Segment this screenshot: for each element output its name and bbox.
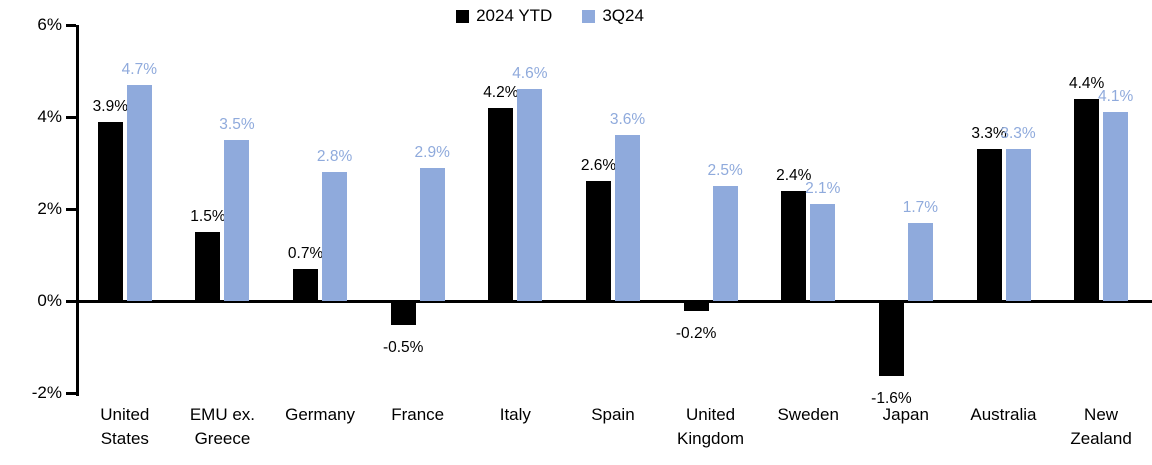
value-label: -1.6% bbox=[871, 389, 912, 407]
value-label: 4.4% bbox=[1069, 74, 1105, 92]
bar-2024-ytd bbox=[781, 190, 807, 301]
value-label: 2.5% bbox=[707, 162, 743, 179]
value-label: 1.5% bbox=[190, 208, 226, 225]
bar-3q24 bbox=[615, 135, 640, 301]
value-label: -0.2% bbox=[675, 325, 717, 343]
x-axis-category-label: Sweden bbox=[777, 405, 839, 424]
y-tick-label: 4% bbox=[37, 107, 62, 126]
y-tick-mark bbox=[66, 300, 76, 303]
bar-2024-ytd bbox=[195, 232, 221, 301]
y-tick-label: 2% bbox=[37, 199, 62, 218]
bar-3q24 bbox=[1005, 149, 1031, 301]
value-label: 4.6% bbox=[512, 65, 548, 83]
x-axis-category-label: United States bbox=[100, 405, 150, 448]
bar-3q24 bbox=[419, 167, 445, 301]
legend-swatch-icon bbox=[456, 9, 470, 23]
chart-legend: 2024 YTD 3Q24 bbox=[0, 6, 1100, 26]
bar-2024-ytd bbox=[1074, 98, 1100, 301]
value-label: 2.4% bbox=[776, 166, 812, 184]
value-label: 3.3% bbox=[1000, 125, 1036, 143]
value-label: 3.9% bbox=[92, 97, 128, 115]
x-axis-category-label: Germany bbox=[285, 405, 356, 424]
bar-2024-ytd bbox=[293, 268, 319, 301]
bar-3q24 bbox=[126, 84, 152, 301]
bar-2024-ytd bbox=[97, 121, 123, 301]
value-label: 3.5% bbox=[219, 116, 255, 133]
bar-3q24 bbox=[907, 222, 933, 301]
value-label: 4.7% bbox=[121, 60, 157, 78]
x-axis-category-label: New Zealand bbox=[1070, 405, 1132, 448]
x-axis-category-label: France bbox=[391, 405, 445, 424]
value-label: 3.3% bbox=[971, 125, 1007, 143]
bar-2024-ytd bbox=[976, 149, 1002, 301]
value-label: 1.7% bbox=[902, 198, 939, 216]
y-axis-line bbox=[76, 25, 79, 396]
legend-item: 2024 YTD bbox=[456, 6, 552, 26]
x-axis-line bbox=[76, 300, 1152, 303]
y-tick-mark bbox=[66, 24, 76, 27]
bar-3q24 bbox=[517, 89, 543, 301]
bar-3q24 bbox=[322, 172, 348, 301]
y-tick-label: 0% bbox=[37, 291, 62, 310]
x-axis-category-label: EMU ex. Greece bbox=[189, 405, 256, 448]
x-axis-category-label: Italy bbox=[499, 405, 531, 424]
bar-3q24 bbox=[224, 140, 250, 301]
y-tick-mark bbox=[66, 392, 76, 395]
x-axis-category-label: Australia bbox=[970, 405, 1037, 424]
legend-item: 3Q24 bbox=[582, 6, 644, 26]
x-axis-category-label: Japan bbox=[882, 405, 929, 424]
x-axis-labels: United States EMU ex. Greece Germany France… bbox=[76, 403, 1150, 451]
bar-3q24 bbox=[810, 204, 836, 301]
value-label: 4.2% bbox=[483, 83, 519, 101]
value-label: 2.6% bbox=[580, 157, 617, 175]
x-axis-category-label: United Kingdom bbox=[677, 405, 745, 448]
x-axis-category-label: Spain bbox=[591, 405, 635, 424]
value-label: 3.6% bbox=[609, 111, 646, 129]
y-tick-label: 6% bbox=[37, 15, 62, 34]
value-label: 0.7% bbox=[287, 244, 324, 262]
value-label: 2.1% bbox=[805, 180, 841, 198]
legend-label: 3Q24 bbox=[602, 6, 644, 25]
bar-3q24 bbox=[1103, 112, 1129, 301]
bar-2024-ytd bbox=[683, 302, 709, 312]
y-tick-mark bbox=[66, 116, 76, 119]
value-label: 2.9% bbox=[414, 143, 450, 161]
bar-3q24 bbox=[712, 186, 738, 301]
legend-label: 2024 YTD bbox=[476, 6, 553, 25]
bar-2024-ytd bbox=[390, 302, 416, 325]
value-label: 4.1% bbox=[1098, 88, 1134, 106]
value-label: 2.8% bbox=[316, 148, 353, 166]
bar-2024-ytd bbox=[586, 181, 611, 301]
bar-2024-ytd bbox=[878, 302, 904, 376]
y-tick-mark bbox=[66, 208, 76, 211]
y-tick-label: -2% bbox=[31, 383, 62, 402]
bar-2024-ytd bbox=[488, 107, 514, 301]
legend-swatch-icon bbox=[582, 9, 596, 23]
value-label: -0.5% bbox=[382, 339, 424, 356]
